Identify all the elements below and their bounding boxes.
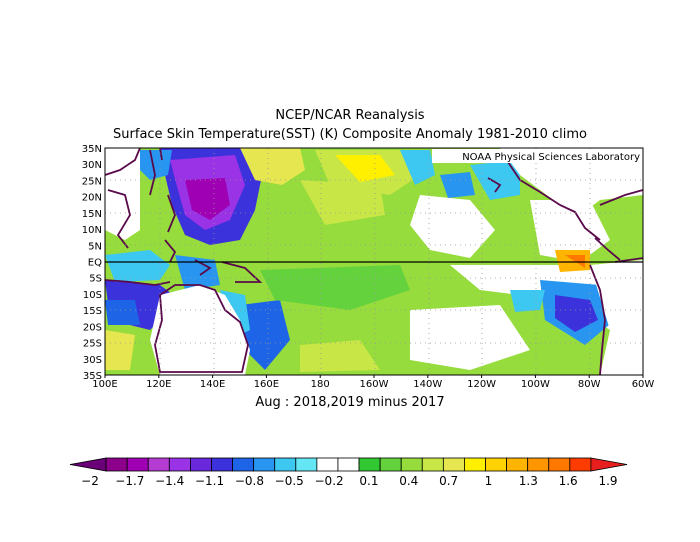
lat-label: 15N [82,209,102,220]
colorbar-swatch [400,457,423,472]
colorbar-swatch [442,457,465,472]
lon-label: 120W [467,379,496,390]
lat-label: 20N [82,193,102,204]
colorbar-labels: −2 −1.7 −1.4 −1.1 −0.8 −0.5 −0.2 0.1 0.4 0.7 1 1.3 1… [81,474,617,488]
colorbar-swatch [485,457,507,472]
colorbar-swatch [126,457,149,472]
lon-label: 160W [360,379,389,390]
lon-label: 100E [92,379,117,390]
lat-label: 35N [82,144,102,155]
colorbar-swatch [358,457,381,472]
colorbar-swatch [464,457,486,472]
colorbar-swatch [232,457,255,472]
lat-label: 35S [83,371,102,382]
colorbar-label: 0.4 [399,474,418,488]
credit-box [432,149,642,163]
colorbar-swatch [295,457,318,472]
lon-label: 80W [578,379,601,390]
chart-caption: Aug : 2018,2019 minus 2017 [255,395,445,410]
lat-label: 10S [83,290,102,301]
colorbar-label: 1.9 [598,474,617,488]
colorbar-swatch [379,457,402,472]
colorbar-swatch [337,457,360,472]
chart-title: NCEP/NCAR Reanalysis [275,108,425,123]
colorbar-label: −0.8 [235,474,264,488]
colorbar-label: −1.4 [155,474,184,488]
lat-label: EQ [88,258,102,269]
colorbar-swatch [168,457,191,472]
colorbar-swatch [527,457,550,472]
colorbar-label: 0.1 [359,474,378,488]
map-anomaly-field [105,148,643,375]
lat-label: 10N [82,225,102,236]
colorbar [69,457,628,472]
lat-label: 30N [82,160,102,171]
colorbar-swatch [316,457,339,472]
colorbar-swatch [211,457,233,472]
lon-label: 140E [200,379,225,390]
lat-label: 30S [83,355,102,366]
colorbar-label: 1.3 [519,474,538,488]
lat-label: 5S [89,274,102,285]
colorbar-label: −1.1 [195,474,224,488]
colorbar-swatch [569,457,592,472]
lon-label: 160E [254,379,279,390]
lon-label: 100W [521,379,550,390]
colorbar-swatch [590,457,628,472]
colorbar-label: 0.7 [439,474,458,488]
lat-axis-labels: 35N 30N 25N 20N 15N 10N 5N EQ 5S 10S 15S 20S 25S 30S 3… [82,144,102,382]
lon-label: 180 [311,379,330,390]
lat-label: 20S [83,322,102,333]
colorbar-swatch [421,457,444,472]
chart-subtitle: Surface Skin Temperature(SST) (K) Compos… [113,127,587,142]
colorbar-swatch [189,457,212,472]
colorbar-swatch [253,457,276,472]
lon-label: 120E [146,379,171,390]
colorbar-swatch [274,457,297,472]
colorbar-swatch [506,457,529,472]
lon-label: 60W [632,379,655,390]
colorbar-label: −2 [81,474,99,488]
colorbar-label: −0.2 [315,474,344,488]
colorbar-swatch [147,457,170,472]
credit-label: NOAA Physical Sciences Laboratory [462,152,640,163]
colorbar-label: 1.6 [559,474,578,488]
colorbar-swatch [548,457,571,472]
colorbar-label: −0.5 [275,474,304,488]
lon-axis-labels: 100E 120E 140E 160E 180 160W 140W 120W 100W 80W 60… [92,375,654,390]
colorbar-swatch [105,457,128,472]
colorbar-label: 1 [485,474,493,488]
lat-label: 25S [83,339,102,350]
lat-label: 25N [82,176,102,187]
lat-label: 15S [83,306,102,317]
colorbar-label: −1.7 [115,474,144,488]
colorbar-swatch [69,457,107,472]
lat-label: 5N [88,241,102,252]
lon-label: 140W [413,379,442,390]
